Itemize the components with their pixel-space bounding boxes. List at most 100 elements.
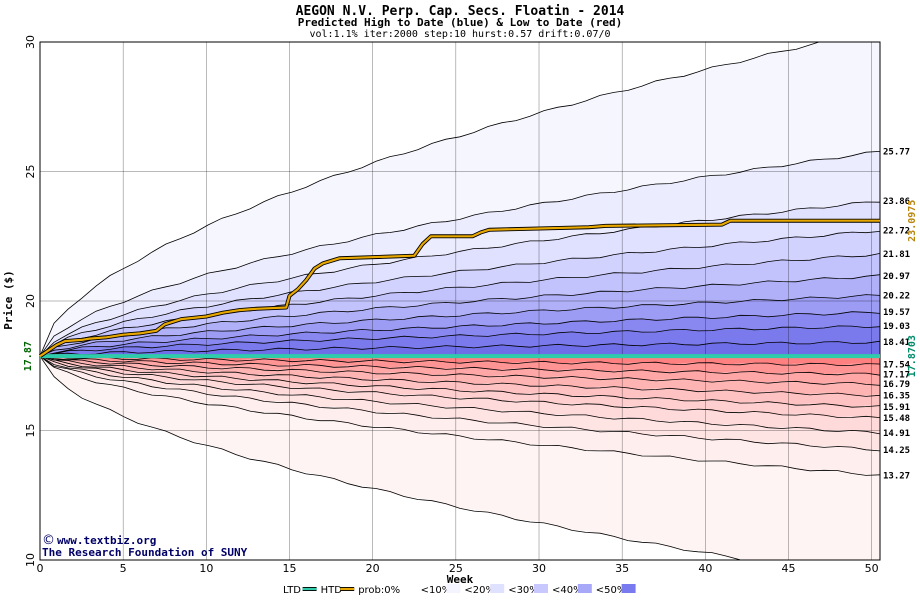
band-edge-line — [40, 274, 880, 357]
low-band-7 — [40, 356, 880, 451]
band-edge-line — [40, 340, 880, 357]
credit-site[interactable]: www.textbiz.org — [57, 534, 156, 547]
x-tick-label: 20 — [366, 562, 380, 575]
credit-org: The Research Foundation of SUNY — [42, 546, 248, 559]
legend-label: LTD — [283, 585, 301, 596]
band-edge-line — [40, 355, 880, 397]
band-end-label: 16.79 — [883, 380, 910, 390]
band-edge-line — [40, 355, 880, 386]
y-tick-label: 30 — [24, 35, 37, 49]
legend-label: <40% — [552, 585, 583, 596]
chart-params: vol:1.1% iter:2000 step:10 hurst:0.57 dr… — [309, 29, 610, 40]
y-tick-label: 15 — [24, 424, 37, 438]
band-end-label: 20.97 — [883, 272, 910, 282]
legend-label: <10% — [421, 585, 452, 596]
band-edge-line — [40, 294, 880, 357]
legend-item: <40% — [552, 584, 592, 596]
band-edge-line — [40, 151, 880, 357]
band-edge-line — [40, 355, 880, 452]
y-tick-label: 25 — [24, 165, 37, 179]
band-edge-line — [40, 42, 821, 357]
band-end-label: 17.17 — [883, 370, 910, 380]
legend-swatch — [534, 584, 548, 593]
band-edge-line — [40, 231, 880, 357]
chart-title: AEGON N.V. Perp. Cap. Secs. Floatin - 20… — [296, 4, 625, 19]
x-tick-label: 50 — [865, 562, 879, 575]
band-edge-line — [40, 355, 880, 376]
legend-label: <50% — [596, 585, 627, 596]
legend-label: <30% — [508, 585, 539, 596]
low-band-9 — [40, 356, 880, 560]
legend-item: prob:0% — [358, 584, 417, 596]
legend-item: HTD — [321, 585, 355, 596]
plot-frame — [39, 41, 881, 561]
band-end-label: 20.22 — [883, 291, 910, 301]
htd-final-label: 23.0975 — [907, 200, 918, 242]
band-end-label: 14.25 — [883, 446, 910, 456]
low-band-3 — [40, 356, 880, 397]
band-end-label: 17.54 — [883, 361, 911, 371]
band-group — [40, 42, 880, 560]
band-end-label: 23.86 — [883, 197, 910, 207]
legend-item: <50% — [596, 584, 636, 596]
high-band-1 — [40, 151, 880, 357]
high-band-2 — [40, 202, 880, 357]
high-band-7 — [40, 311, 880, 357]
legend-label: <20% — [464, 585, 495, 596]
high-band-8 — [40, 325, 880, 357]
axis-ticks: 0 5 10 15 20 25 30 35 40 45 50 10 15 20 25 30 — [24, 35, 879, 575]
band-edge-line — [40, 355, 880, 366]
legend: LTD HTD prob:0% <10% <20% <30% <40% <50% — [283, 584, 636, 596]
x-tick-label: 15 — [283, 562, 297, 575]
band-edge-line — [40, 355, 880, 435]
band-edge-line — [40, 325, 880, 357]
y-tick-label: 20 — [24, 294, 37, 308]
x-tick-label: 45 — [782, 562, 796, 575]
ltd-final-label: 17.8703 — [907, 335, 918, 377]
band-end-label: 19.57 — [883, 308, 910, 318]
x-tick-label: 40 — [698, 562, 712, 575]
band-end-label: 13.27 — [883, 471, 910, 481]
band-end-label: 14.91 — [883, 429, 910, 439]
legend-label: prob:0% — [358, 585, 400, 596]
x-axis-label: Week — [447, 573, 474, 586]
low-band-8 — [40, 356, 880, 475]
y-tick-label: 10 — [24, 553, 37, 567]
band-end-label: 22.72 — [883, 227, 910, 237]
chart-subtitle: Predicted High to Date (blue) & Low to D… — [298, 16, 623, 29]
legend-item: <10% — [421, 584, 461, 596]
x-tick-label: 25 — [449, 562, 463, 575]
plot-area — [40, 42, 880, 560]
low-band-1 — [40, 356, 880, 376]
band-end-label: 25.77 — [883, 148, 910, 158]
low-band-5 — [40, 356, 880, 420]
x-tick-label: 0 — [37, 562, 44, 575]
legend-item: LTD — [283, 585, 317, 596]
low-band-0 — [40, 356, 880, 366]
high-band-0 — [40, 42, 880, 357]
legend-swatch — [621, 584, 636, 593]
high-band-9 — [40, 341, 880, 357]
legend-item: <30% — [508, 584, 548, 596]
band-edge-line — [40, 355, 880, 418]
x-tick-label: 30 — [532, 562, 546, 575]
series-lines — [38, 218, 880, 359]
low-band-6 — [40, 356, 880, 434]
legend-swatch — [446, 584, 461, 593]
legend-item: <20% — [464, 584, 505, 596]
x-tick-label: 35 — [615, 562, 629, 575]
band-end-label: 15.48 — [883, 414, 910, 424]
y-axis-label: Price ($) — [2, 270, 15, 330]
high-band-4 — [40, 253, 880, 357]
band-edge-line — [40, 355, 880, 408]
legend-swatch — [490, 584, 505, 593]
band-end-label: 15.91 — [883, 403, 910, 413]
legend-swatch — [402, 584, 417, 593]
legend-label: HTD — [321, 585, 343, 596]
band-edge-line — [40, 355, 880, 476]
high-band-6 — [40, 294, 880, 357]
band-end-label: 18.41 — [883, 338, 910, 348]
credit-block: © www.textbiz.org The Research Foundatio… — [42, 533, 248, 559]
band-edge-line — [40, 201, 880, 357]
